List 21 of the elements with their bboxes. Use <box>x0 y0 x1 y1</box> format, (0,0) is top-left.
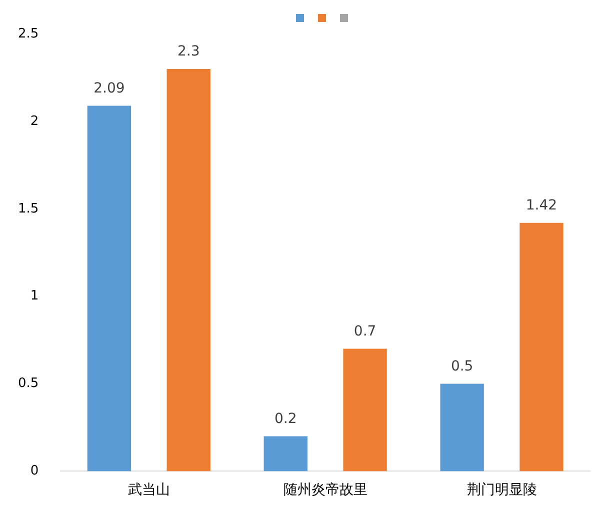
y-tick-label: 1.5 <box>18 201 39 216</box>
data-label: 0.2 <box>274 410 297 427</box>
data-label: 1.42 <box>526 198 558 214</box>
bar <box>87 106 132 472</box>
bar <box>166 68 210 472</box>
y-tick-label: 1 <box>30 288 39 304</box>
data-label: 2.3 <box>177 44 200 60</box>
y-tick-label: 0.5 <box>18 376 39 392</box>
x-tick-label: 随州炎帝故里 <box>283 482 368 498</box>
bar <box>264 436 308 472</box>
x-tick-label: 荆门明显陵 <box>466 482 537 498</box>
data-label: 0.5 <box>450 358 474 374</box>
y-tick-label: 2 <box>30 114 39 129</box>
bar <box>520 222 564 472</box>
data-label: 0.7 <box>354 323 376 340</box>
y-tick-label: 2.5 <box>18 26 39 42</box>
data-label: 2.09 <box>94 80 125 96</box>
x-tick-label: 武当山 <box>128 482 170 498</box>
bar <box>440 384 484 472</box>
y-tick-label: 0 <box>30 464 39 479</box>
bar <box>343 348 387 472</box>
